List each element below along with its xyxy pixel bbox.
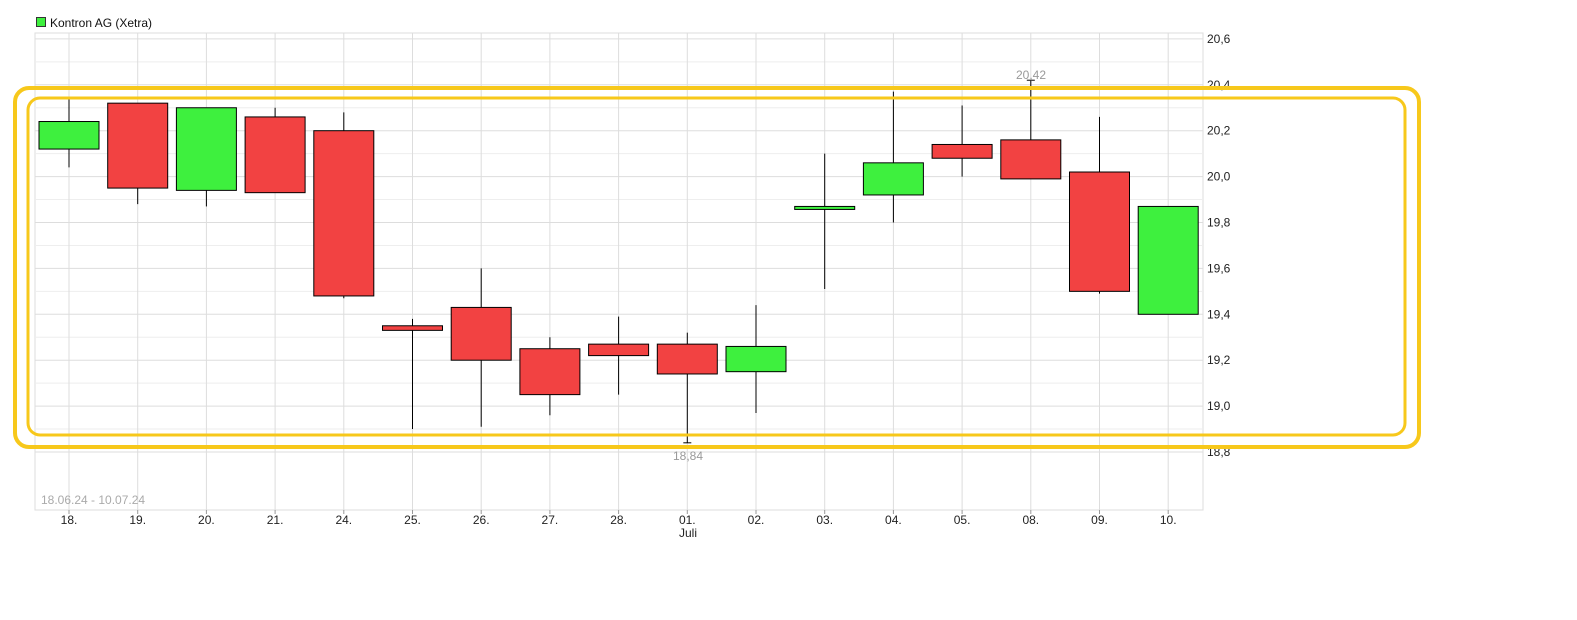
highlight-outer-frame bbox=[13, 86, 1421, 449]
highlight-inner-frame bbox=[26, 96, 1407, 437]
y-tick-label: 19,6 bbox=[1207, 261, 1231, 275]
legend-label: Kontron AG (Xetra) bbox=[50, 15, 153, 30]
candle-body-down bbox=[1000, 139, 1062, 180]
y-tick-label: 19,2 bbox=[1207, 353, 1231, 367]
y-tick-label: 20,6 bbox=[1207, 32, 1231, 46]
legend-swatch bbox=[36, 16, 46, 27]
y-tick-label: 19,0 bbox=[1207, 399, 1231, 413]
period-low-label: 18,84 bbox=[672, 449, 704, 463]
y-tick-label: 20,2 bbox=[1207, 124, 1231, 138]
x-tick-label: 25. bbox=[404, 513, 421, 527]
date-range-label: 18.06.24 - 10.07.24 bbox=[41, 493, 146, 507]
axes: 18,819,019,219,419,619,820,020,220,420,6… bbox=[61, 32, 1231, 527]
grid bbox=[34, 32, 1204, 511]
candle-body-down bbox=[450, 306, 512, 361]
candles bbox=[38, 79, 1199, 444]
x-tick-label: 21. bbox=[267, 513, 284, 527]
candle-body-up bbox=[38, 121, 100, 150]
x-tick-label: 08. bbox=[1022, 513, 1039, 527]
x-tick-label: 28. bbox=[610, 513, 627, 527]
highlight-frame bbox=[13, 86, 1421, 449]
candle-body-up bbox=[725, 345, 787, 373]
candle-body-down bbox=[588, 343, 650, 357]
candle-body-down bbox=[656, 343, 718, 375]
y-tick-label: 20,0 bbox=[1207, 170, 1231, 184]
x-tick-label: 02. bbox=[748, 513, 765, 527]
candle-body-down bbox=[382, 325, 443, 331]
candle-body-up bbox=[175, 107, 237, 191]
x-tick-label: 26. bbox=[473, 513, 490, 527]
candle-body-down bbox=[931, 143, 993, 159]
y-tick-label: 19,4 bbox=[1207, 307, 1231, 321]
x-tick-label: 20. bbox=[198, 513, 215, 527]
candle-body-down bbox=[107, 102, 169, 189]
x-tick-label: 04. bbox=[885, 513, 902, 527]
month-label: Juli bbox=[678, 526, 698, 540]
x-tick-label: 24. bbox=[335, 513, 352, 527]
candle-body-down bbox=[519, 348, 581, 396]
x-tick-label: 27. bbox=[542, 513, 559, 527]
candle-body-up bbox=[794, 205, 856, 210]
x-tick-label: 09. bbox=[1091, 513, 1108, 527]
period-high-label: 20,42 bbox=[1015, 68, 1047, 82]
x-tick-label: 01. bbox=[679, 513, 696, 527]
x-tick-label: 18. bbox=[61, 513, 78, 527]
candle-body-down bbox=[313, 130, 375, 297]
x-tick-label: 03. bbox=[816, 513, 833, 527]
legend: Kontron AG (Xetra) bbox=[36, 15, 152, 30]
y-tick-label: 19,8 bbox=[1207, 216, 1231, 230]
candle-body-up bbox=[862, 162, 924, 196]
x-tick-label: 10. bbox=[1160, 513, 1177, 527]
x-tick-label: 19. bbox=[129, 513, 146, 527]
candle-body-down bbox=[244, 116, 306, 194]
candle-body-up bbox=[1137, 205, 1199, 315]
x-tick-label: 05. bbox=[954, 513, 971, 527]
candle-body-down bbox=[1069, 171, 1130, 292]
